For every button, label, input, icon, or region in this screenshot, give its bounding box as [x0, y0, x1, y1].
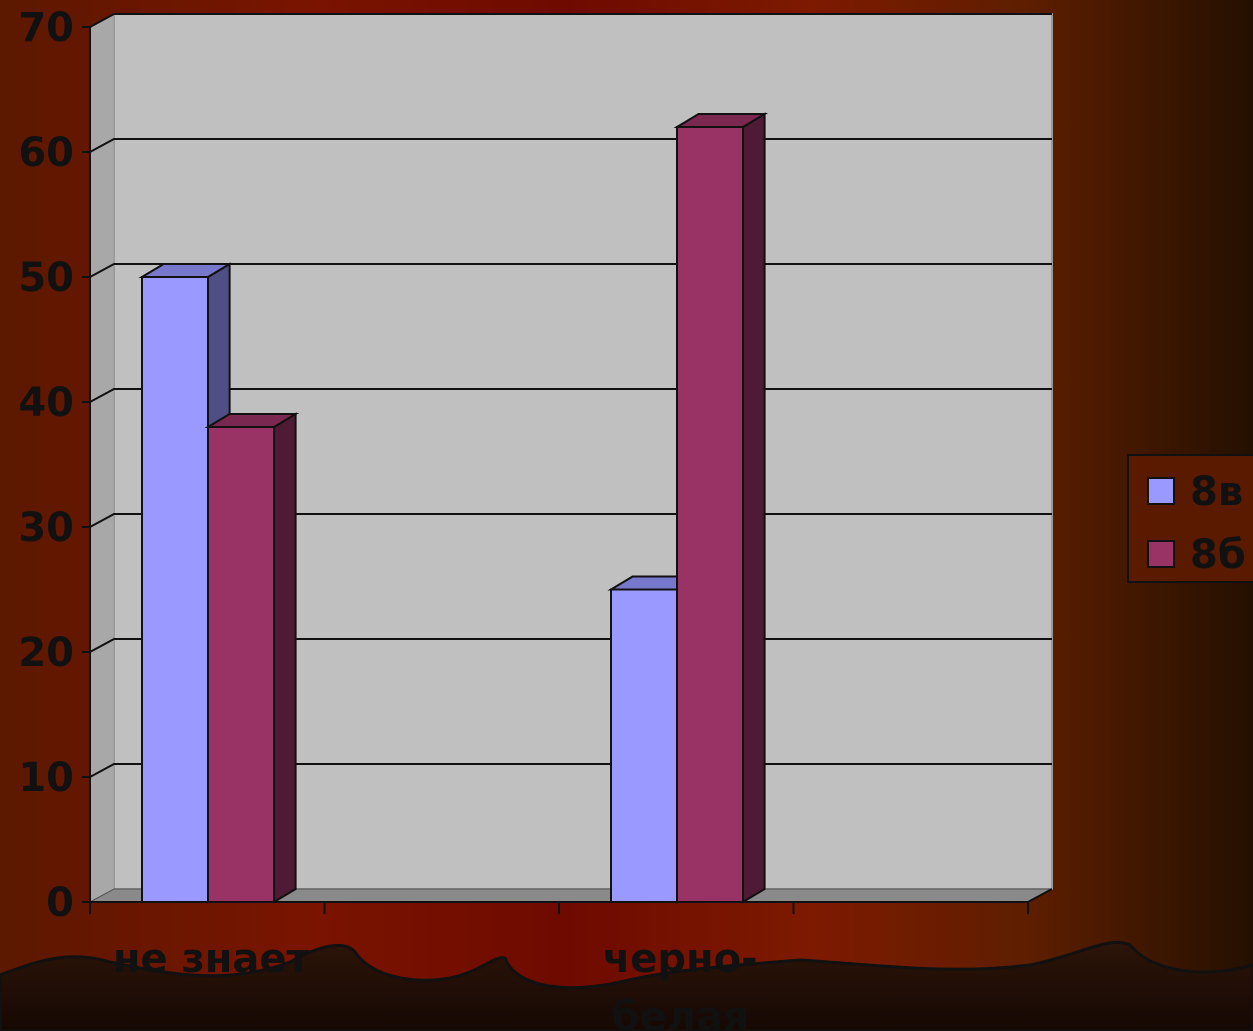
bottom-wave-decoration	[0, 940, 1253, 1031]
y-tick-label-40: 40	[18, 380, 74, 426]
legend: 8в 8б	[1127, 454, 1253, 583]
labels-layer: 0 10 20 30 40 50 60 70 не знает черно-белая	[18, 5, 757, 1031]
bar-side-8б-cat2	[742, 112, 766, 904]
legend-swatch-8b	[1147, 540, 1175, 568]
bar-front-8б-cat0	[207, 426, 275, 903]
x-category-label-0: не знает	[113, 936, 311, 982]
bar-front-8б-cat2	[676, 126, 744, 903]
y-tick-label-50: 50	[18, 255, 74, 301]
plot-area	[82, 13, 1053, 914]
x-category-label-2-line-0: черно-	[603, 936, 758, 982]
gridline-70	[89, 13, 1052, 28]
bars-layer	[138, 112, 769, 904]
legend-swatch-8v	[1147, 477, 1175, 505]
x-category-label-2: черно-белая	[603, 936, 758, 1031]
y-tick-label-30: 30	[18, 505, 74, 551]
x-axis-depth-line	[1027, 888, 1053, 903]
bar-front-8в-cat0	[141, 276, 209, 903]
plot-side-wall	[89, 13, 115, 903]
y-tick-label-0: 0	[46, 880, 74, 926]
bar-front-8в-cat2	[610, 588, 678, 903]
x-category-label-0-line-0: не знает	[113, 936, 311, 982]
legend-label-8v: 8в	[1190, 469, 1243, 515]
legend-label-8b: 8б	[1190, 532, 1246, 578]
bar-8б-cat0	[204, 412, 300, 904]
y-tick-label-20: 20	[18, 630, 74, 676]
bar-8б-cat2	[673, 112, 769, 904]
x-category-label-2-line-1: белая	[612, 994, 749, 1031]
y-tick-label-10: 10	[18, 755, 74, 801]
y-tick-label-70: 70	[18, 5, 74, 51]
y-tick-label-60: 60	[18, 130, 74, 176]
bar-side-8б-cat0	[273, 412, 297, 904]
